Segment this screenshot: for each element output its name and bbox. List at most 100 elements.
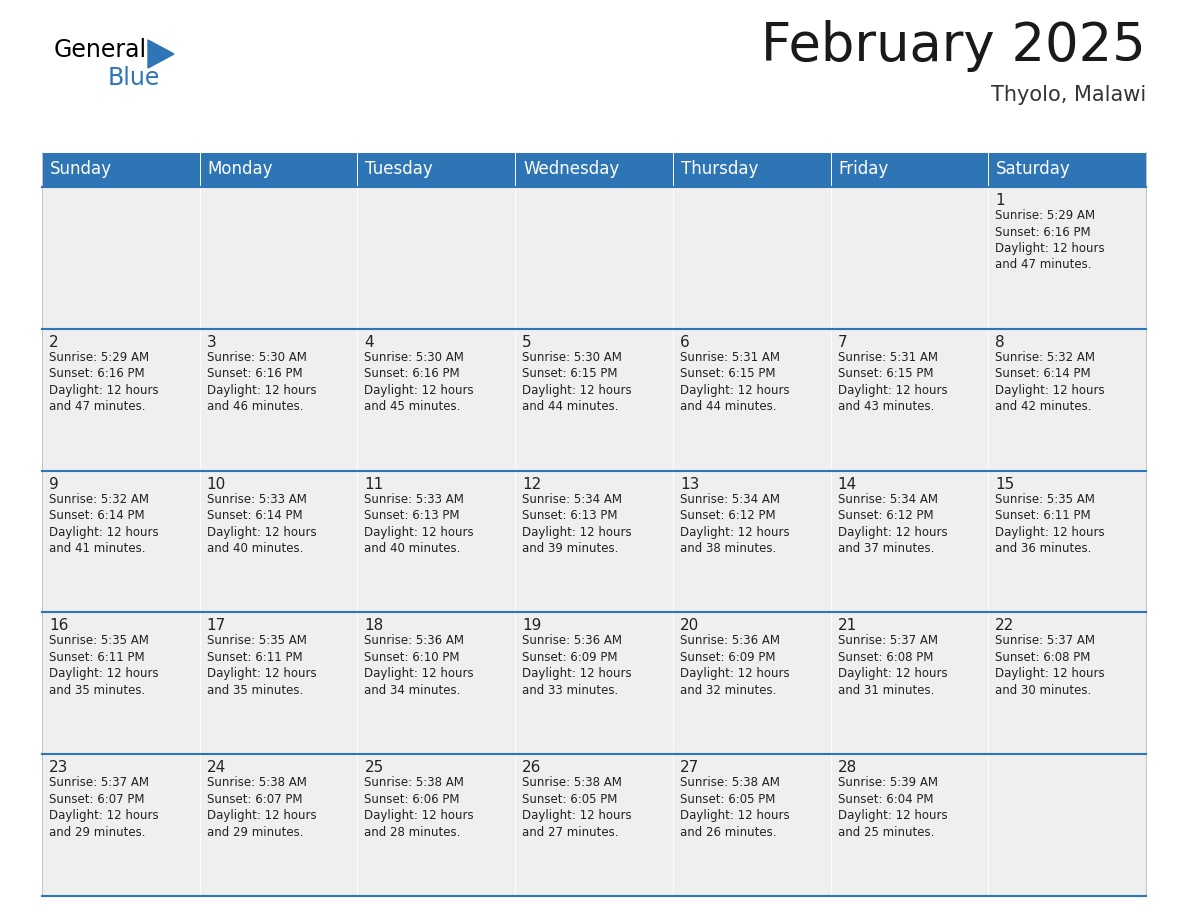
Text: Sunrise: 5:36 AM
Sunset: 6:10 PM
Daylight: 12 hours
and 34 minutes.: Sunrise: 5:36 AM Sunset: 6:10 PM Dayligh… — [365, 634, 474, 697]
Bar — [200, 329, 358, 471]
Bar — [358, 612, 516, 755]
Text: 18: 18 — [365, 619, 384, 633]
Bar — [42, 152, 200, 187]
Bar — [672, 329, 830, 471]
Text: Sunrise: 5:31 AM
Sunset: 6:15 PM
Daylight: 12 hours
and 43 minutes.: Sunrise: 5:31 AM Sunset: 6:15 PM Dayligh… — [838, 351, 947, 413]
Text: Tuesday: Tuesday — [366, 161, 434, 178]
Bar — [830, 471, 988, 612]
Bar — [516, 612, 672, 755]
Bar — [200, 152, 358, 187]
Bar — [672, 187, 830, 329]
Text: Sunrise: 5:37 AM
Sunset: 6:07 PM
Daylight: 12 hours
and 29 minutes.: Sunrise: 5:37 AM Sunset: 6:07 PM Dayligh… — [49, 777, 159, 839]
Text: Thyolo, Malawi: Thyolo, Malawi — [991, 85, 1146, 105]
Bar — [42, 612, 200, 755]
Bar — [42, 187, 200, 329]
Text: General: General — [53, 38, 147, 62]
Text: 2: 2 — [49, 335, 58, 350]
Polygon shape — [148, 40, 173, 68]
Text: 14: 14 — [838, 476, 857, 492]
Bar — [988, 329, 1146, 471]
Text: Sunrise: 5:35 AM
Sunset: 6:11 PM
Daylight: 12 hours
and 35 minutes.: Sunrise: 5:35 AM Sunset: 6:11 PM Dayligh… — [49, 634, 159, 697]
Text: Sunrise: 5:32 AM
Sunset: 6:14 PM
Daylight: 12 hours
and 41 minutes.: Sunrise: 5:32 AM Sunset: 6:14 PM Dayligh… — [49, 493, 159, 555]
Text: Sunrise: 5:35 AM
Sunset: 6:11 PM
Daylight: 12 hours
and 35 minutes.: Sunrise: 5:35 AM Sunset: 6:11 PM Dayligh… — [207, 634, 316, 697]
Bar — [42, 471, 200, 612]
Text: Sunrise: 5:34 AM
Sunset: 6:12 PM
Daylight: 12 hours
and 37 minutes.: Sunrise: 5:34 AM Sunset: 6:12 PM Dayligh… — [838, 493, 947, 555]
Text: Sunrise: 5:33 AM
Sunset: 6:14 PM
Daylight: 12 hours
and 40 minutes.: Sunrise: 5:33 AM Sunset: 6:14 PM Dayligh… — [207, 493, 316, 555]
Text: Sunrise: 5:38 AM
Sunset: 6:07 PM
Daylight: 12 hours
and 29 minutes.: Sunrise: 5:38 AM Sunset: 6:07 PM Dayligh… — [207, 777, 316, 839]
Bar — [830, 187, 988, 329]
Text: Sunrise: 5:30 AM
Sunset: 6:15 PM
Daylight: 12 hours
and 44 minutes.: Sunrise: 5:30 AM Sunset: 6:15 PM Dayligh… — [523, 351, 632, 413]
Text: 23: 23 — [49, 760, 69, 775]
Text: Sunrise: 5:38 AM
Sunset: 6:05 PM
Daylight: 12 hours
and 27 minutes.: Sunrise: 5:38 AM Sunset: 6:05 PM Dayligh… — [523, 777, 632, 839]
Text: Blue: Blue — [108, 66, 160, 90]
Bar — [672, 755, 830, 896]
Text: 3: 3 — [207, 335, 216, 350]
Text: 4: 4 — [365, 335, 374, 350]
Text: Sunrise: 5:38 AM
Sunset: 6:06 PM
Daylight: 12 hours
and 28 minutes.: Sunrise: 5:38 AM Sunset: 6:06 PM Dayligh… — [365, 777, 474, 839]
Text: Sunrise: 5:29 AM
Sunset: 6:16 PM
Daylight: 12 hours
and 47 minutes.: Sunrise: 5:29 AM Sunset: 6:16 PM Dayligh… — [996, 209, 1105, 272]
Text: Sunrise: 5:35 AM
Sunset: 6:11 PM
Daylight: 12 hours
and 36 minutes.: Sunrise: 5:35 AM Sunset: 6:11 PM Dayligh… — [996, 493, 1105, 555]
Bar — [988, 755, 1146, 896]
Text: 24: 24 — [207, 760, 226, 775]
Bar — [200, 471, 358, 612]
Bar — [672, 612, 830, 755]
Text: Thursday: Thursday — [681, 161, 758, 178]
Text: Sunrise: 5:34 AM
Sunset: 6:13 PM
Daylight: 12 hours
and 39 minutes.: Sunrise: 5:34 AM Sunset: 6:13 PM Dayligh… — [523, 493, 632, 555]
Text: February 2025: February 2025 — [762, 20, 1146, 72]
Text: 10: 10 — [207, 476, 226, 492]
Text: Sunrise: 5:32 AM
Sunset: 6:14 PM
Daylight: 12 hours
and 42 minutes.: Sunrise: 5:32 AM Sunset: 6:14 PM Dayligh… — [996, 351, 1105, 413]
Bar — [358, 755, 516, 896]
Text: 27: 27 — [680, 760, 699, 775]
Text: Sunday: Sunday — [50, 161, 112, 178]
Text: 17: 17 — [207, 619, 226, 633]
Text: 16: 16 — [49, 619, 69, 633]
Text: 25: 25 — [365, 760, 384, 775]
Text: 21: 21 — [838, 619, 857, 633]
Bar — [516, 329, 672, 471]
Text: 11: 11 — [365, 476, 384, 492]
Text: 28: 28 — [838, 760, 857, 775]
Bar — [358, 187, 516, 329]
Bar — [42, 755, 200, 896]
Text: 9: 9 — [49, 476, 58, 492]
Text: Sunrise: 5:36 AM
Sunset: 6:09 PM
Daylight: 12 hours
and 33 minutes.: Sunrise: 5:36 AM Sunset: 6:09 PM Dayligh… — [523, 634, 632, 697]
Bar — [516, 152, 672, 187]
Text: Sunrise: 5:30 AM
Sunset: 6:16 PM
Daylight: 12 hours
and 45 minutes.: Sunrise: 5:30 AM Sunset: 6:16 PM Dayligh… — [365, 351, 474, 413]
Text: 1: 1 — [996, 193, 1005, 208]
Text: Monday: Monday — [208, 161, 273, 178]
Text: 22: 22 — [996, 619, 1015, 633]
Text: 20: 20 — [680, 619, 699, 633]
Text: Sunrise: 5:31 AM
Sunset: 6:15 PM
Daylight: 12 hours
and 44 minutes.: Sunrise: 5:31 AM Sunset: 6:15 PM Dayligh… — [680, 351, 790, 413]
Text: 19: 19 — [523, 619, 542, 633]
Text: Sunrise: 5:36 AM
Sunset: 6:09 PM
Daylight: 12 hours
and 32 minutes.: Sunrise: 5:36 AM Sunset: 6:09 PM Dayligh… — [680, 634, 790, 697]
Bar — [200, 755, 358, 896]
Text: 6: 6 — [680, 335, 689, 350]
Bar — [988, 471, 1146, 612]
Text: 15: 15 — [996, 476, 1015, 492]
Text: 8: 8 — [996, 335, 1005, 350]
Bar — [358, 471, 516, 612]
Text: Sunrise: 5:29 AM
Sunset: 6:16 PM
Daylight: 12 hours
and 47 minutes.: Sunrise: 5:29 AM Sunset: 6:16 PM Dayligh… — [49, 351, 159, 413]
Bar — [672, 152, 830, 187]
Text: Friday: Friday — [839, 161, 889, 178]
Bar — [830, 152, 988, 187]
Bar — [516, 187, 672, 329]
Text: Wednesday: Wednesday — [523, 161, 619, 178]
Text: Saturday: Saturday — [997, 161, 1072, 178]
Bar — [988, 152, 1146, 187]
Text: 7: 7 — [838, 335, 847, 350]
Bar — [988, 187, 1146, 329]
Text: 5: 5 — [523, 335, 532, 350]
Text: Sunrise: 5:37 AM
Sunset: 6:08 PM
Daylight: 12 hours
and 30 minutes.: Sunrise: 5:37 AM Sunset: 6:08 PM Dayligh… — [996, 634, 1105, 697]
Bar — [200, 612, 358, 755]
Text: Sunrise: 5:39 AM
Sunset: 6:04 PM
Daylight: 12 hours
and 25 minutes.: Sunrise: 5:39 AM Sunset: 6:04 PM Dayligh… — [838, 777, 947, 839]
Bar — [42, 329, 200, 471]
Bar — [830, 329, 988, 471]
Text: Sunrise: 5:30 AM
Sunset: 6:16 PM
Daylight: 12 hours
and 46 minutes.: Sunrise: 5:30 AM Sunset: 6:16 PM Dayligh… — [207, 351, 316, 413]
Text: 12: 12 — [523, 476, 542, 492]
Text: 26: 26 — [523, 760, 542, 775]
Bar — [358, 329, 516, 471]
Text: 13: 13 — [680, 476, 700, 492]
Text: Sunrise: 5:34 AM
Sunset: 6:12 PM
Daylight: 12 hours
and 38 minutes.: Sunrise: 5:34 AM Sunset: 6:12 PM Dayligh… — [680, 493, 790, 555]
Bar — [516, 471, 672, 612]
